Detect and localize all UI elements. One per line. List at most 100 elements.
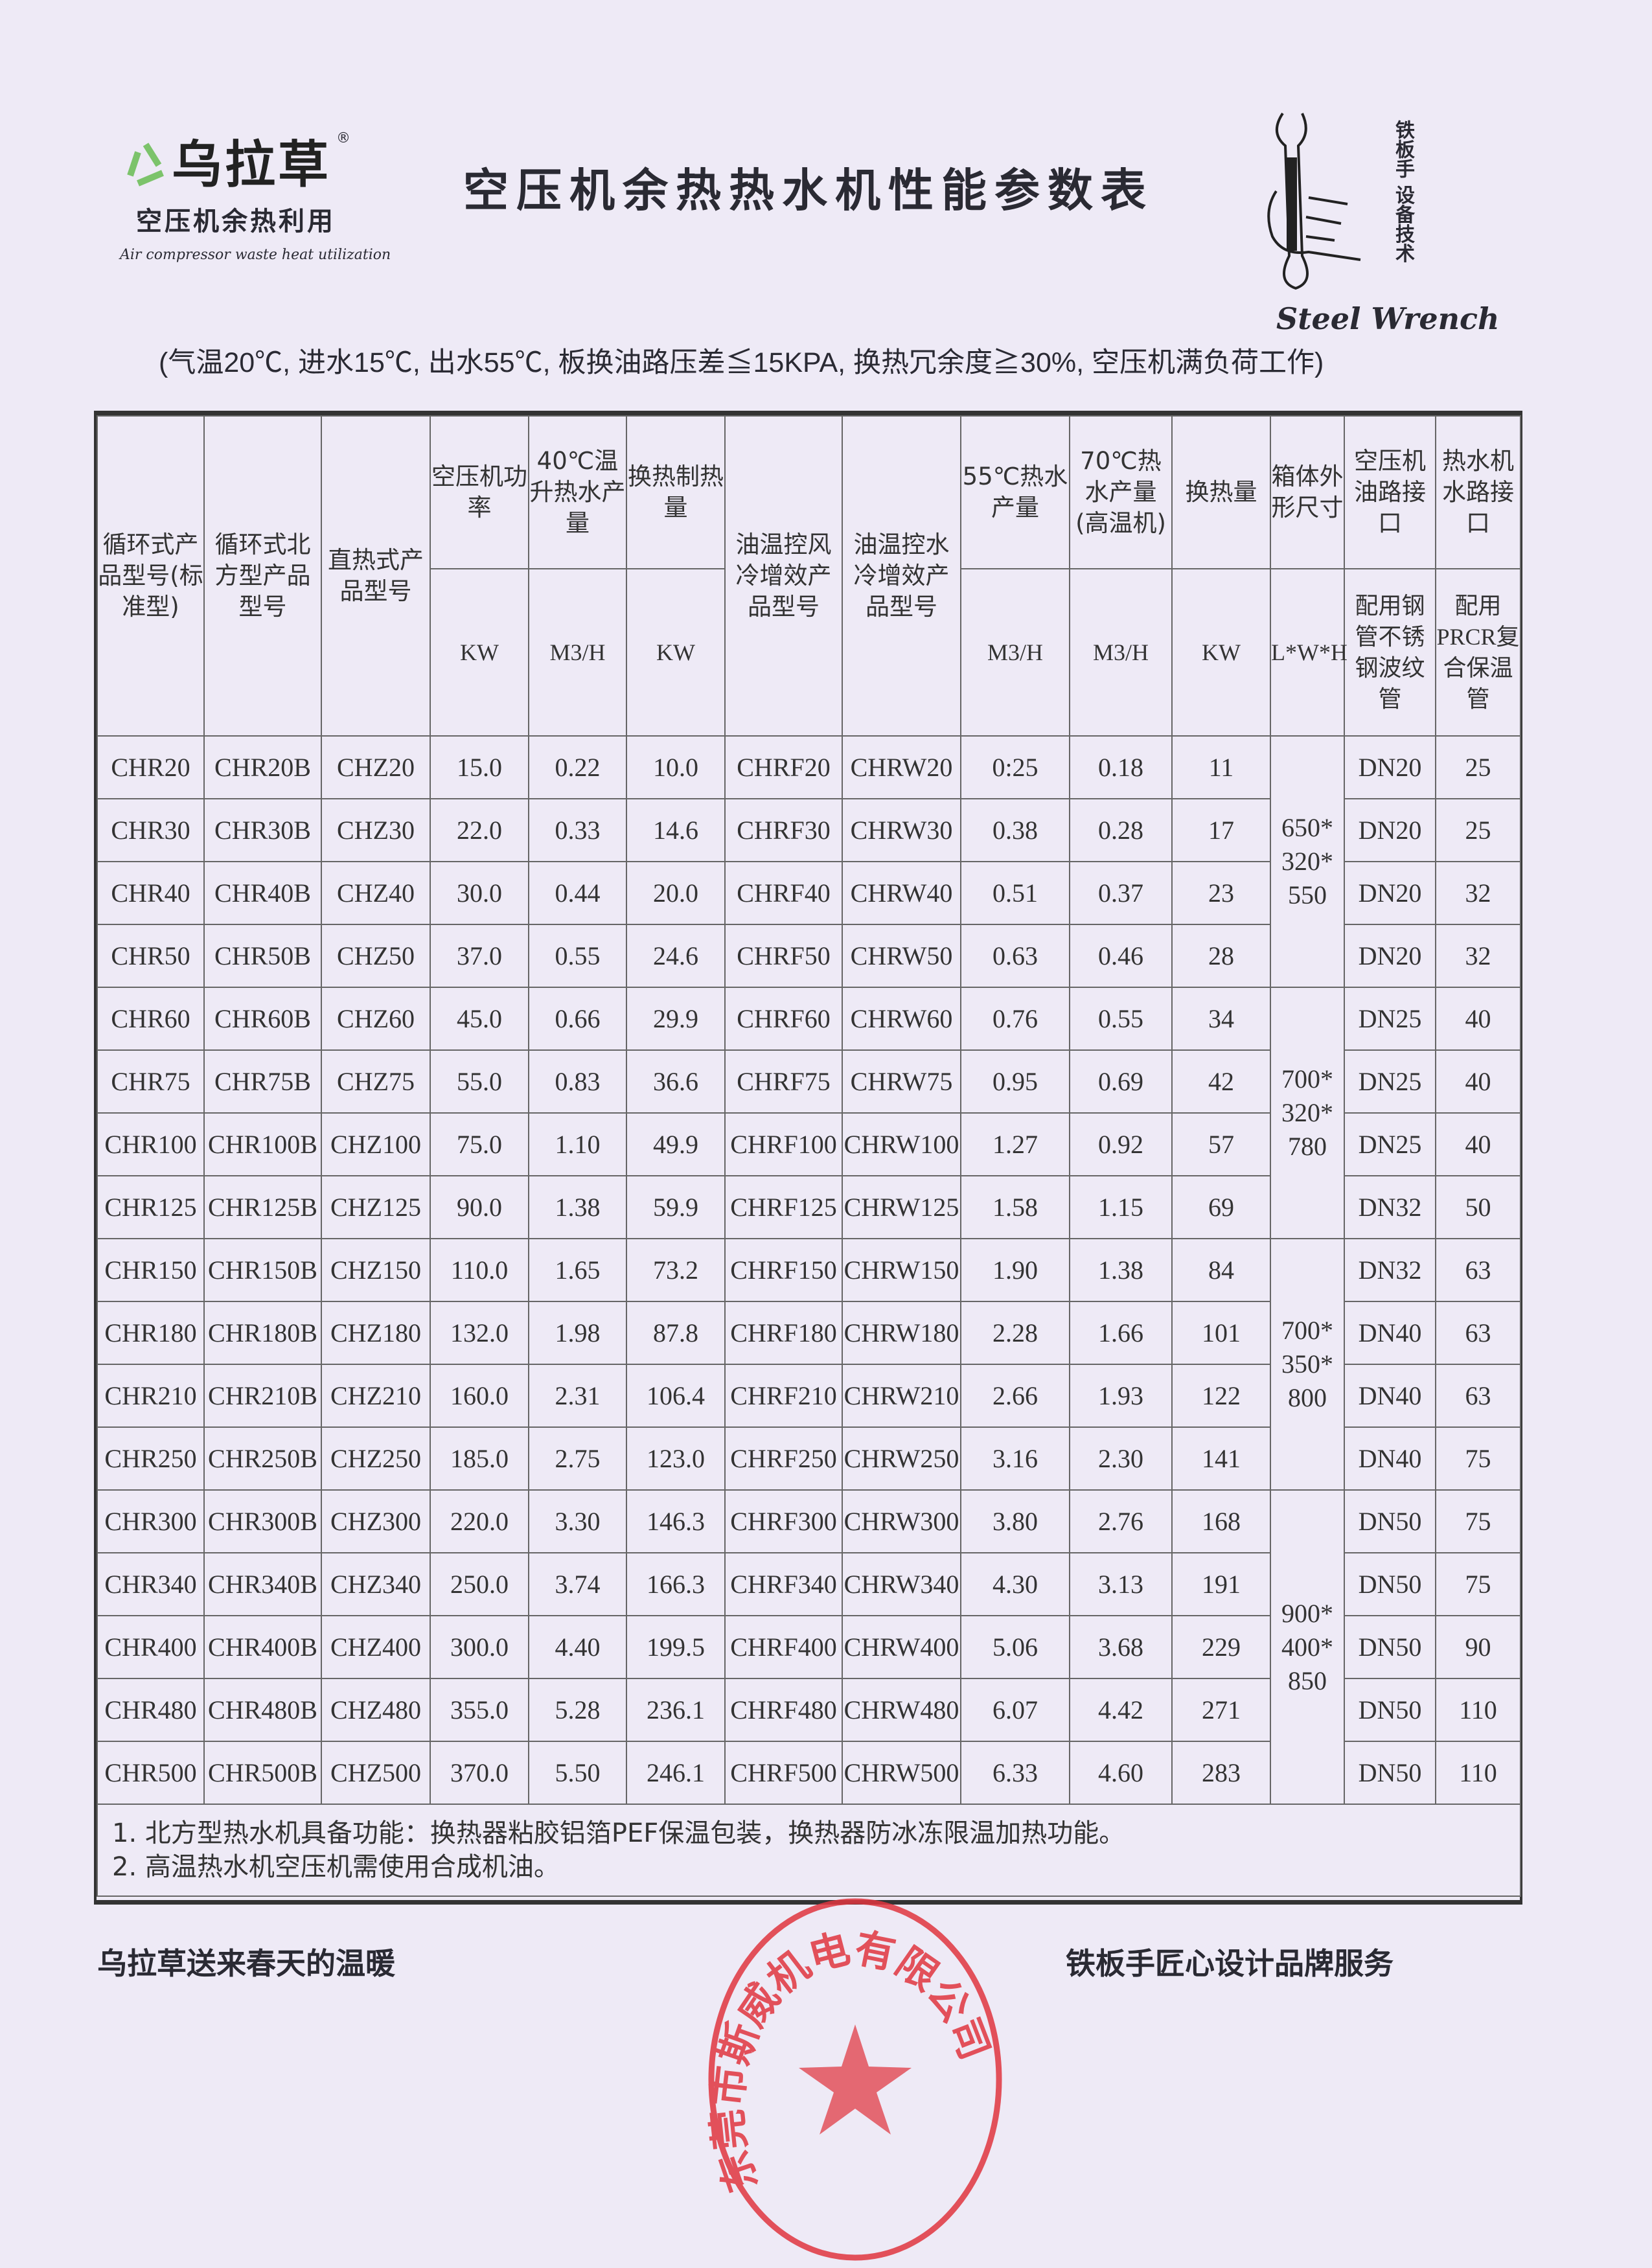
table-cell: 4.60 — [1069, 1741, 1173, 1805]
table-cell: CHRW300 — [842, 1489, 961, 1553]
table-cell: CHR400B — [203, 1615, 322, 1679]
header-row: 循环式产品型号(标准型) 循环式北方型产品型号 直热式产品型号 空压机功率 40℃温升热… — [97, 415, 1521, 737]
table-cell: CHR100 — [97, 1112, 205, 1176]
table-cell: 5.50 — [528, 1741, 627, 1805]
table-cell: CHR400 — [97, 1615, 205, 1679]
column-header: 空压机功率 — [430, 415, 529, 569]
column-header: 循环式北方型产品型号 — [203, 415, 322, 737]
table-cell: CHZ30 — [321, 798, 431, 862]
table-cell: 3.68 — [1069, 1615, 1173, 1679]
table-cell: 69 — [1171, 1175, 1271, 1239]
table-cell: CHR150 — [97, 1238, 205, 1302]
table-cell: CHRW400 — [842, 1615, 961, 1679]
table-cell: 50 — [1435, 1175, 1521, 1239]
column-header: 油温控风冷增效产品型号 — [724, 415, 843, 737]
table-cell: 25 — [1435, 735, 1521, 799]
table-cell: CHR210B — [203, 1364, 322, 1428]
column-header: 换热制热量 — [626, 415, 726, 569]
table-cell: CHRW20 — [842, 735, 961, 799]
column-unit: M3/H — [528, 568, 627, 737]
table-cell: 1.93 — [1069, 1364, 1173, 1428]
table-cell: DN40 — [1344, 1426, 1436, 1491]
table-cell: 36.6 — [626, 1049, 726, 1114]
table-cell: CHRF500 — [724, 1741, 843, 1805]
table-cell: 2.66 — [960, 1364, 1070, 1428]
table-cell: 28 — [1171, 924, 1271, 988]
table-cell: CHR250B — [203, 1426, 322, 1491]
table-cell: DN25 — [1344, 987, 1436, 1051]
table-cell: CHZ40 — [321, 861, 431, 925]
table-cell: CHR125 — [97, 1175, 205, 1239]
table-cell: DN50 — [1344, 1678, 1436, 1742]
table-cell: CHRW480 — [842, 1678, 961, 1742]
table-cell: 5.28 — [528, 1678, 627, 1742]
footer-slogan-right: 铁板手匠心设计品牌服务 — [1066, 1946, 1394, 1981]
table-cell: 300.0 — [430, 1615, 529, 1679]
table-cell: CHZ75 — [321, 1049, 431, 1114]
table-cell: DN25 — [1344, 1049, 1436, 1114]
table-cell: 0.66 — [528, 987, 627, 1051]
table-cell: DN50 — [1344, 1552, 1436, 1616]
registered-mark: ® — [336, 130, 351, 146]
table-cell: 2.28 — [960, 1301, 1070, 1365]
table-cell: CHR30B — [203, 798, 322, 862]
brand-logo: 乌拉草 ® 空压机余热利用 Air compressor waste heat … — [120, 130, 392, 263]
table-cell: CHZ340 — [321, 1552, 431, 1616]
table-cell: CHRF75 — [724, 1049, 843, 1114]
table-cell: DN50 — [1344, 1615, 1436, 1679]
table-cell: CHZ250 — [321, 1426, 431, 1491]
table-cell: CHR75 — [97, 1049, 205, 1114]
table-header: 循环式产品型号(标准型) 循环式北方型产品型号 直热式产品型号 空压机功率 40℃温升热… — [97, 415, 1521, 737]
table-cell: 6.33 — [960, 1741, 1070, 1805]
table-cell: CHRW100 — [842, 1112, 961, 1176]
table-cell: CHR20 — [97, 735, 205, 799]
table-row: CHR500 CHR500B CHZ500 370.0 5.50 246.1 CHRF500… — [97, 1741, 1521, 1805]
column-header: 换热量 — [1171, 415, 1271, 569]
table-cell: 0.37 — [1069, 861, 1173, 925]
table-cell: 1.15 — [1069, 1175, 1173, 1239]
table-cell: 1.58 — [960, 1175, 1070, 1239]
table-cell: 0.92 — [1069, 1112, 1173, 1176]
table-body: CHR20 CHR20B CHZ20 15.0 0.22 10.0 CHRF20 CHRW20… — [97, 735, 1521, 1897]
table-cell: 123.0 — [626, 1426, 726, 1491]
table-cell: 75 — [1435, 1552, 1521, 1616]
table-cell: CHZ20 — [321, 735, 431, 799]
table-cell: 370.0 — [430, 1741, 529, 1805]
table-cell: 1.38 — [1069, 1238, 1173, 1302]
table-cell: 73.2 — [626, 1238, 726, 1302]
column-header: 直热式产品型号 — [321, 415, 431, 737]
table-cell: CHRF100 — [724, 1112, 843, 1176]
table-row: CHR60 CHR60B CHZ60 45.0 0.66 29.9 CHRF60 CHRW60… — [97, 987, 1521, 1239]
table-cell: CHZ300 — [321, 1489, 431, 1553]
table-cell: DN32 — [1344, 1238, 1436, 1302]
table-cell: CHZ180 — [321, 1301, 431, 1365]
column-unit: KW — [1171, 568, 1271, 737]
table-cell: CHR300B — [203, 1489, 322, 1553]
table-cell: CHR50B — [203, 924, 322, 988]
note-line: 2. 高温热水机空压机需使用合成机油。 — [112, 1852, 560, 1882]
footer-slogan-left: 乌拉草送来春天的温暖 — [97, 1946, 395, 1981]
table-cell: CHR210 — [97, 1364, 205, 1428]
table-cell: 0.55 — [528, 924, 627, 988]
column-unit: M3/H — [960, 568, 1070, 737]
column-unit: 配用PRCR复合保温管 — [1435, 568, 1521, 737]
table-cell: 23 — [1171, 861, 1271, 925]
table-cell: CHR40B — [203, 861, 322, 925]
column-unit: L*W*H — [1270, 568, 1348, 737]
table-cell: CHRF20 — [724, 735, 843, 799]
table-cell: CHR50 — [97, 924, 205, 988]
table-cell: 32 — [1435, 924, 1521, 988]
table-cell: CHZ125 — [321, 1175, 431, 1239]
table-cell: CHR75B — [203, 1049, 322, 1114]
column-header: 70℃热水产量(高温机) — [1069, 415, 1173, 569]
table-cell: CHRW150 — [842, 1238, 961, 1302]
table-cell: DN20 — [1344, 861, 1436, 925]
wrench-logo-text: 铁板手 设备技术 — [1392, 120, 1414, 263]
unit-row: KW M3/H KW M3/H M3/H KW L*W*H 配用钢管不锈钢波纹管 配用PRCR复… — [97, 568, 1521, 737]
table-cell: 90.0 — [430, 1175, 529, 1239]
table-row: CHR75 CHR75B CHZ75 55.0 0.83 36.6 CHRF75 CHRW75… — [97, 1049, 1521, 1114]
table-cell: 185.0 — [430, 1426, 529, 1491]
table-cell: 20.0 — [626, 861, 726, 925]
table-row: CHR480 CHR480B CHZ480 355.0 5.28 236.1 CHRF480… — [97, 1678, 1521, 1742]
table-cell: CHR300 — [97, 1489, 205, 1553]
